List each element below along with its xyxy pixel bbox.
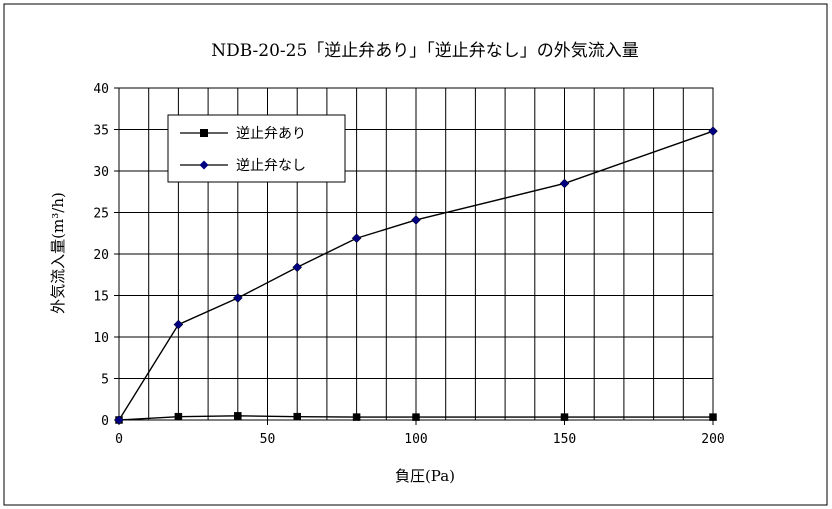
data-point-series-1 [709, 413, 717, 421]
data-point-series-2 [708, 126, 718, 137]
data-point-series-2 [559, 178, 570, 189]
data-point-series-1 [234, 412, 242, 420]
data-point-series-1 [293, 412, 301, 421]
legend-label-series-1: 逆止弁あり [236, 126, 306, 142]
series-line-1 [118, 415, 713, 421]
legend-marker-series-2 [199, 160, 209, 170]
data-point-series-2 [114, 415, 124, 425]
data-point-series-2 [232, 293, 243, 303]
y-tick-label: 40 [93, 82, 109, 97]
x-axis-label: 負圧(Pa) [395, 467, 455, 485]
y-axis-label: 外気流入量(m³/h) [49, 192, 67, 314]
x-tick-label: 150 [553, 432, 576, 447]
data-point-series-1 [352, 413, 361, 421]
legend-label-series-2: 逆止弁なし [236, 158, 306, 174]
y-tick-label: 0 [101, 414, 109, 429]
y-tick-label: 25 [93, 207, 109, 222]
data-point-series-2 [411, 215, 421, 225]
x-tick-label: 200 [701, 432, 724, 447]
x-tick-label: 0 [115, 432, 123, 447]
chart-title: NDB-20-25「逆止弁あり」「逆止弁なし」の外気流入量 [211, 41, 639, 61]
data-point-series-1 [412, 413, 420, 421]
y-tick-label: 15 [93, 290, 109, 305]
legend-box [167, 114, 346, 183]
x-tick-label: 50 [260, 432, 276, 447]
legend-marker-series-1 [200, 129, 208, 137]
y-tick-label: 5 [101, 373, 109, 388]
data-point-series-1 [560, 413, 569, 421]
y-tick-label: 30 [93, 165, 109, 180]
data-point-series-2 [292, 262, 303, 273]
y-tick-label: 10 [93, 331, 109, 346]
axis-layer: 0 5 10 15 20 25 30 35 40 0 50 100 150 200 [93, 82, 724, 447]
y-tick-label: 20 [93, 248, 109, 263]
data-point-series-2 [351, 233, 362, 244]
data-point-series-1 [174, 412, 183, 421]
series-line-2 [118, 130, 714, 421]
legend: 逆止弁あり 逆止弁なし [167, 114, 346, 183]
series-layer [114, 126, 718, 425]
y-tick-label: 35 [93, 124, 109, 139]
x-tick-label: 100 [404, 432, 427, 447]
data-point-series-2 [173, 319, 184, 330]
